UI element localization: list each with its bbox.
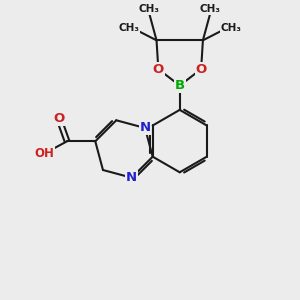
Text: O: O bbox=[153, 63, 164, 76]
Text: CH₃: CH₃ bbox=[200, 4, 221, 14]
Text: CH₃: CH₃ bbox=[220, 23, 241, 33]
Text: N: N bbox=[140, 122, 151, 134]
Text: N: N bbox=[126, 171, 137, 184]
Text: B: B bbox=[175, 79, 185, 92]
Text: CH₃: CH₃ bbox=[139, 4, 160, 14]
Text: O: O bbox=[53, 112, 64, 124]
Text: O: O bbox=[196, 63, 207, 76]
Text: OH: OH bbox=[34, 147, 54, 160]
Text: CH₃: CH₃ bbox=[118, 23, 139, 33]
